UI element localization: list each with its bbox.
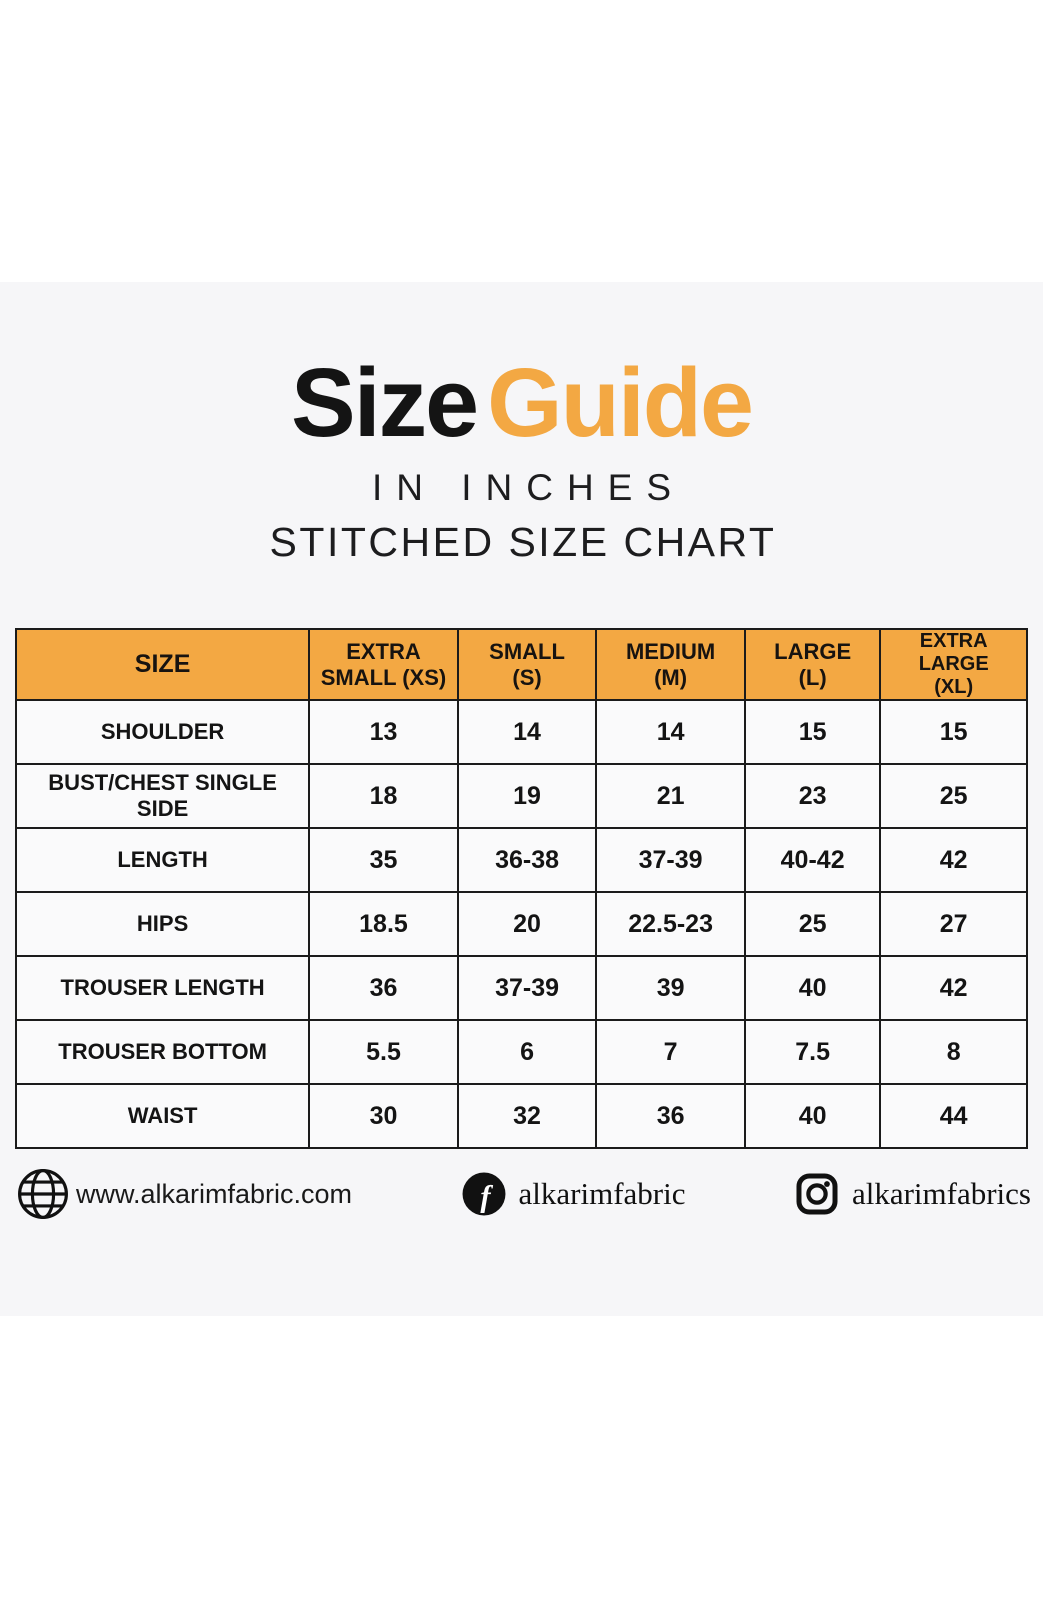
table-header-row: SIZE EXTRA SMALL (XS) SMALL (S) MEDIUM (… xyxy=(14,628,1028,701)
table-row-trouser-bottom: TROUSER BOTTOM 5.5 6 7 7.5 8 xyxy=(14,1019,1028,1085)
row-label: BUST/CHEST SINGLE SIDE xyxy=(14,763,311,829)
cell-value: 21 xyxy=(595,763,746,829)
cell-value: 36 xyxy=(595,1083,746,1149)
header-cell-extra-small: EXTRA SMALL (XS) xyxy=(308,628,459,701)
title-word-guide: Guide xyxy=(487,348,754,457)
cell-value: 15 xyxy=(879,699,1028,765)
cell-value: 22.5-23 xyxy=(595,891,746,957)
cell-value: 23 xyxy=(743,763,882,829)
header-cell-medium: MEDIUM (M) xyxy=(595,628,746,701)
page-title: Size Guide xyxy=(0,354,1043,451)
cell-value: 42 xyxy=(879,827,1028,893)
cell-value: 40-42 xyxy=(743,827,882,893)
cell-value: 14 xyxy=(595,699,746,765)
cell-value: 37-39 xyxy=(595,827,746,893)
footer: www.alkarimfabric.com f alkarimfabric xyxy=(0,1162,1043,1226)
table-row-waist: WAIST 30 32 36 40 44 xyxy=(14,1083,1028,1149)
cell-value: 7 xyxy=(595,1019,746,1085)
cell-value: 37-39 xyxy=(456,955,598,1021)
cell-value: 14 xyxy=(456,699,598,765)
cell-value: 27 xyxy=(879,891,1028,957)
row-label: WAIST xyxy=(14,1083,311,1149)
cell-value: 44 xyxy=(879,1083,1028,1149)
cell-value: 36-38 xyxy=(456,827,598,893)
cell-value: 15 xyxy=(743,699,882,765)
footer-website: www.alkarimfabric.com xyxy=(16,1167,352,1221)
svg-text:f: f xyxy=(480,1180,493,1214)
title-word-size: Size xyxy=(291,348,479,457)
row-label: TROUSER LENGTH xyxy=(14,955,311,1021)
subtitle-stitched-size-chart: STITCHED SIZE CHART xyxy=(269,519,777,565)
cell-value: 8 xyxy=(879,1019,1028,1085)
table-row-hips: HIPS 18.5 20 22.5-23 25 27 xyxy=(14,891,1028,957)
facebook-handle: alkarimfabric xyxy=(518,1176,686,1211)
header-cell-extra-large: EXTRA LARGE (XL) xyxy=(879,628,1028,701)
header-cell-small: SMALL (S) xyxy=(456,628,598,701)
cell-value: 19 xyxy=(456,763,598,829)
cell-value: 18 xyxy=(308,763,459,829)
cell-value: 25 xyxy=(879,763,1028,829)
title-block: Size Guide IN INCHES STITCHED SIZE CHART xyxy=(0,354,1043,566)
table-row-shoulder: SHOULDER 13 14 14 15 15 xyxy=(14,699,1028,765)
table-row-bust-chest: BUST/CHEST SINGLE SIDE 18 19 21 23 25 xyxy=(14,763,1028,829)
instagram-icon xyxy=(794,1171,840,1217)
cell-value: 25 xyxy=(743,891,882,957)
table-row-trouser-length: TROUSER LENGTH 36 37-39 39 40 42 xyxy=(14,955,1028,1021)
content-band: Size Guide IN INCHES STITCHED SIZE CHART … xyxy=(0,282,1043,1316)
cell-value: 40 xyxy=(743,955,882,1021)
row-label: SHOULDER xyxy=(14,699,311,765)
subtitle-in-inches: IN INCHES xyxy=(371,467,686,508)
cell-value: 6 xyxy=(456,1019,598,1085)
cell-value: 42 xyxy=(879,955,1028,1021)
cell-value: 30 xyxy=(308,1083,459,1149)
cell-value: 40 xyxy=(743,1083,882,1149)
cell-value: 35 xyxy=(308,827,459,893)
cell-value: 39 xyxy=(595,955,746,1021)
website-url: www.alkarimfabric.com xyxy=(76,1178,353,1209)
row-label: TROUSER BOTTOM xyxy=(14,1019,311,1085)
instagram-handle: alkarimfabrics xyxy=(851,1176,1031,1211)
footer-facebook: f alkarimfabric xyxy=(461,1171,686,1217)
header-cell-size: SIZE xyxy=(14,628,311,701)
cell-value: 32 xyxy=(456,1083,598,1149)
cell-value: 18.5 xyxy=(308,891,459,957)
cell-value: 7.5 xyxy=(743,1019,882,1085)
facebook-icon: f xyxy=(461,1171,507,1217)
row-label: LENGTH xyxy=(14,827,311,893)
table-row-length: LENGTH 35 36-38 37-39 40-42 42 xyxy=(14,827,1028,893)
globe-icon xyxy=(16,1167,70,1221)
footer-instagram: alkarimfabrics xyxy=(794,1171,1031,1217)
cell-value: 5.5 xyxy=(308,1019,459,1085)
row-label: HIPS xyxy=(14,891,311,957)
cell-value: 13 xyxy=(308,699,459,765)
cell-value: 20 xyxy=(456,891,598,957)
header-cell-large: LARGE (L) xyxy=(743,628,882,701)
size-chart-table: SIZE EXTRA SMALL (XS) SMALL (S) MEDIUM (… xyxy=(14,628,1028,1149)
cell-value: 36 xyxy=(308,955,459,1021)
